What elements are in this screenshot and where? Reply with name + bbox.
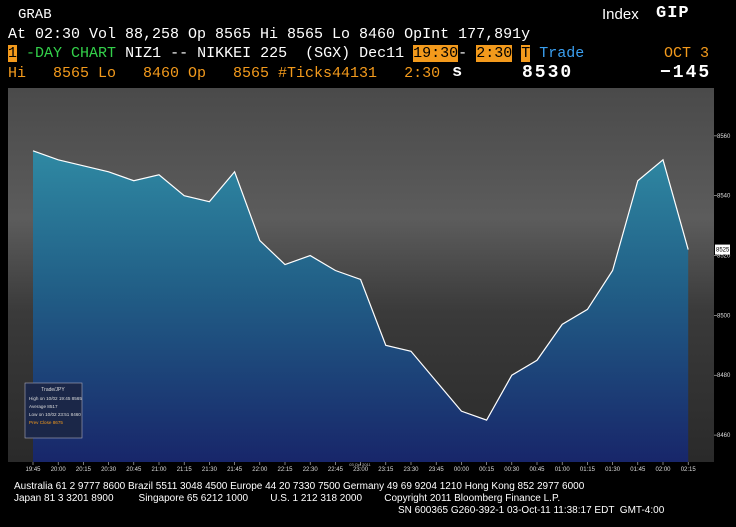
- x-tick-label: 01:30: [605, 467, 621, 473]
- footer-line: Japan 81 3 3201 8900 Singapore 65 6212 1…: [14, 493, 561, 504]
- chart-kind: -DAY CHART: [26, 45, 117, 62]
- y-tick-label: 8460: [717, 433, 731, 439]
- legend-title: Trade/JPY: [41, 387, 65, 393]
- y-tick-label: 8480: [717, 373, 731, 379]
- start-min[interactable]: :30: [431, 45, 459, 62]
- x-tick-label: 19:45: [25, 467, 41, 473]
- x-tick-label: 23:30: [403, 467, 419, 473]
- footer-line: Australia 61 2 9777 8600 Brazil 5511 304…: [14, 481, 585, 492]
- stats: Hi 8565 Lo 8460 Op 8565 #Ticks44131 2:30: [8, 65, 441, 82]
- x-tick-label: 01:00: [555, 467, 571, 473]
- legend-entry: Average 8517: [29, 404, 58, 409]
- index-label: Index: [602, 6, 639, 23]
- legend-entry: Low on 10/02 23:51 8460: [29, 412, 81, 417]
- legend-entry: Prev Close 8675: [29, 420, 63, 425]
- price-line: [32, 150, 689, 421]
- x-tick-label: 21:00: [151, 467, 167, 473]
- x-tick-label: 02:00: [655, 467, 671, 473]
- x-tick-label: 21:45: [227, 467, 243, 473]
- x-tick-label: 21:30: [202, 467, 218, 473]
- x-tick-label: 01:15: [580, 467, 596, 473]
- flag: s: [452, 63, 463, 82]
- x-tick-label: 22:00: [252, 467, 268, 473]
- last-marker: [715, 244, 730, 255]
- x-tick-label: 23:15: [378, 467, 394, 473]
- x-tick-label: 01:45: [630, 467, 646, 473]
- x-tick-label: 20:30: [101, 467, 117, 473]
- mode-key[interactable]: T: [521, 45, 531, 62]
- area: [33, 150, 689, 462]
- x-caption: 03 Oct 2011: [349, 462, 371, 467]
- y-tick-label: 8540: [717, 194, 731, 200]
- x-tick-label: 20:45: [126, 467, 142, 473]
- y-tick-label: 8500: [717, 313, 731, 319]
- date: OCT 3: [664, 45, 710, 62]
- chart: 8460 8480 8500 8520 8540 8560 19:45 20:00 20:15 2…: [8, 88, 731, 473]
- last-label: 8525: [716, 248, 730, 254]
- x-tick-label: 22:15: [277, 467, 293, 473]
- y-tick-label: 8560: [717, 134, 731, 140]
- x-tick-label: 23:45: [429, 467, 445, 473]
- legend-entry: High on 10/02 19:45 8565: [29, 396, 82, 401]
- y-tick-label: 8520: [717, 254, 731, 260]
- x-tick-label: 23:00: [353, 467, 369, 473]
- x-tick-label: 02:15: [681, 467, 697, 473]
- legend-box: [24, 382, 83, 439]
- start-hour[interactable]: 19: [413, 45, 432, 62]
- x-tick-label: 20:00: [51, 467, 67, 473]
- last-price: 8530: [522, 63, 574, 83]
- days[interactable]: 1: [8, 45, 18, 62]
- x-tick-label: 00:45: [529, 467, 545, 473]
- x-tick-label: 22:30: [303, 467, 319, 473]
- end-hour[interactable]: 2: [476, 45, 486, 62]
- change: −145: [660, 63, 712, 83]
- x-tick-label: 21:15: [177, 467, 193, 473]
- summary: At 02:30 Vol 88,258 Op 8565 Hi 8565 Lo 8…: [8, 26, 531, 43]
- x-tick-label: 00:00: [454, 467, 470, 473]
- index-code: GIP: [656, 4, 690, 23]
- mode: Trade: [539, 45, 585, 62]
- x-tick-label: 00:30: [504, 467, 520, 473]
- footer-line: SN 600365 G260-392-1 03-Oct-11 11:38:17 …: [398, 505, 665, 516]
- title: GRAB: [18, 7, 52, 23]
- security: NIZ1 -- NIKKEI 225 (SGX) Dec11: [125, 45, 405, 62]
- dash: -: [458, 45, 468, 62]
- chart-header: 1 -DAY CHART NIZ1 -- NIKKEI 225 (SGX) De…: [8, 45, 584, 63]
- x-tick-label: 22:45: [328, 467, 344, 473]
- x-tick-label: 20:15: [76, 467, 92, 473]
- end-min[interactable]: :30: [485, 45, 513, 62]
- x-tick-label: 00:15: [479, 467, 495, 473]
